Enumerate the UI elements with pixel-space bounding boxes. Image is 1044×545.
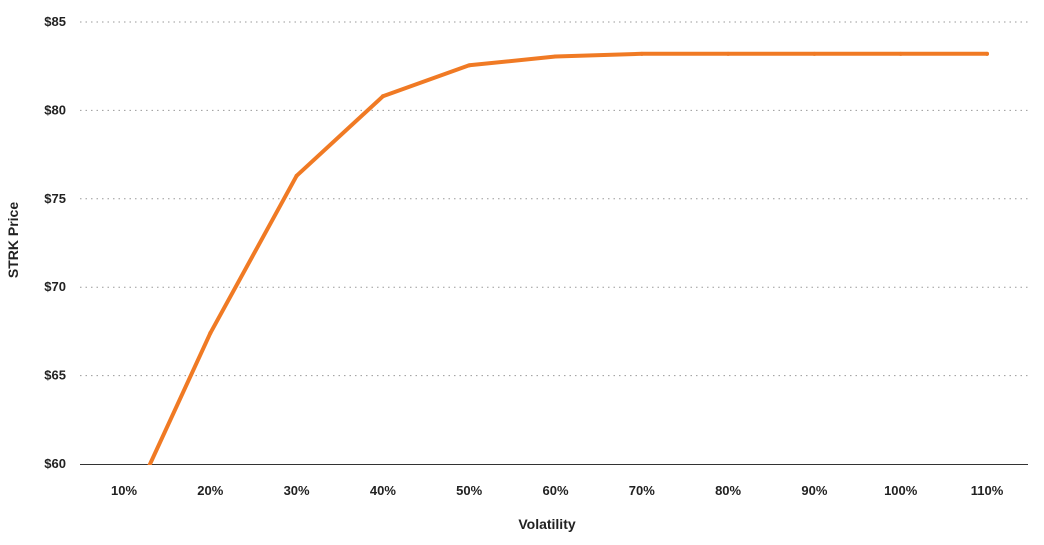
y-tick-label: $60 <box>44 456 66 471</box>
data-point <box>467 63 472 68</box>
data-point <box>294 173 299 178</box>
x-tick-label: 50% <box>456 483 482 498</box>
x-tick-label: 90% <box>801 483 827 498</box>
x-tick-label: 70% <box>629 483 655 498</box>
x-axis-title: Volatility <box>518 516 576 532</box>
x-tick-label: 100% <box>884 483 918 498</box>
y-tick-label: $70 <box>44 279 66 294</box>
data-point <box>553 54 558 59</box>
y-axis-title: STRK Price <box>5 202 21 278</box>
gridlines <box>80 21 1028 377</box>
y-tick-label: $65 <box>44 368 66 383</box>
data-point <box>812 51 817 56</box>
y-tick-label: $85 <box>44 14 66 29</box>
x-tick-label: 10% <box>111 483 137 498</box>
x-tick-label: 30% <box>284 483 310 498</box>
y-axis-tick-labels: $60 $65 $70 $75 $80 $85 <box>44 14 66 471</box>
data-point <box>985 51 989 56</box>
y-tick-label: $75 <box>44 191 66 206</box>
series-line <box>147 51 989 465</box>
x-tick-label: 80% <box>715 483 741 498</box>
data-point <box>208 331 213 336</box>
series-layer <box>122 51 989 523</box>
data-point <box>122 519 126 523</box>
data-point <box>639 51 644 56</box>
data-point <box>380 94 385 99</box>
x-tick-label: 20% <box>197 483 223 498</box>
x-axis-tick-labels: 10% 20% 30% 40% 50% 60% 70% 80% 90% 100% 110% <box>111 483 1004 498</box>
x-tick-label: 110% <box>971 483 1004 498</box>
x-tick-label: 40% <box>370 483 396 498</box>
data-point <box>898 51 903 56</box>
x-tick-label: 60% <box>542 483 568 498</box>
y-tick-label: $80 <box>44 102 66 117</box>
data-point <box>726 51 731 56</box>
